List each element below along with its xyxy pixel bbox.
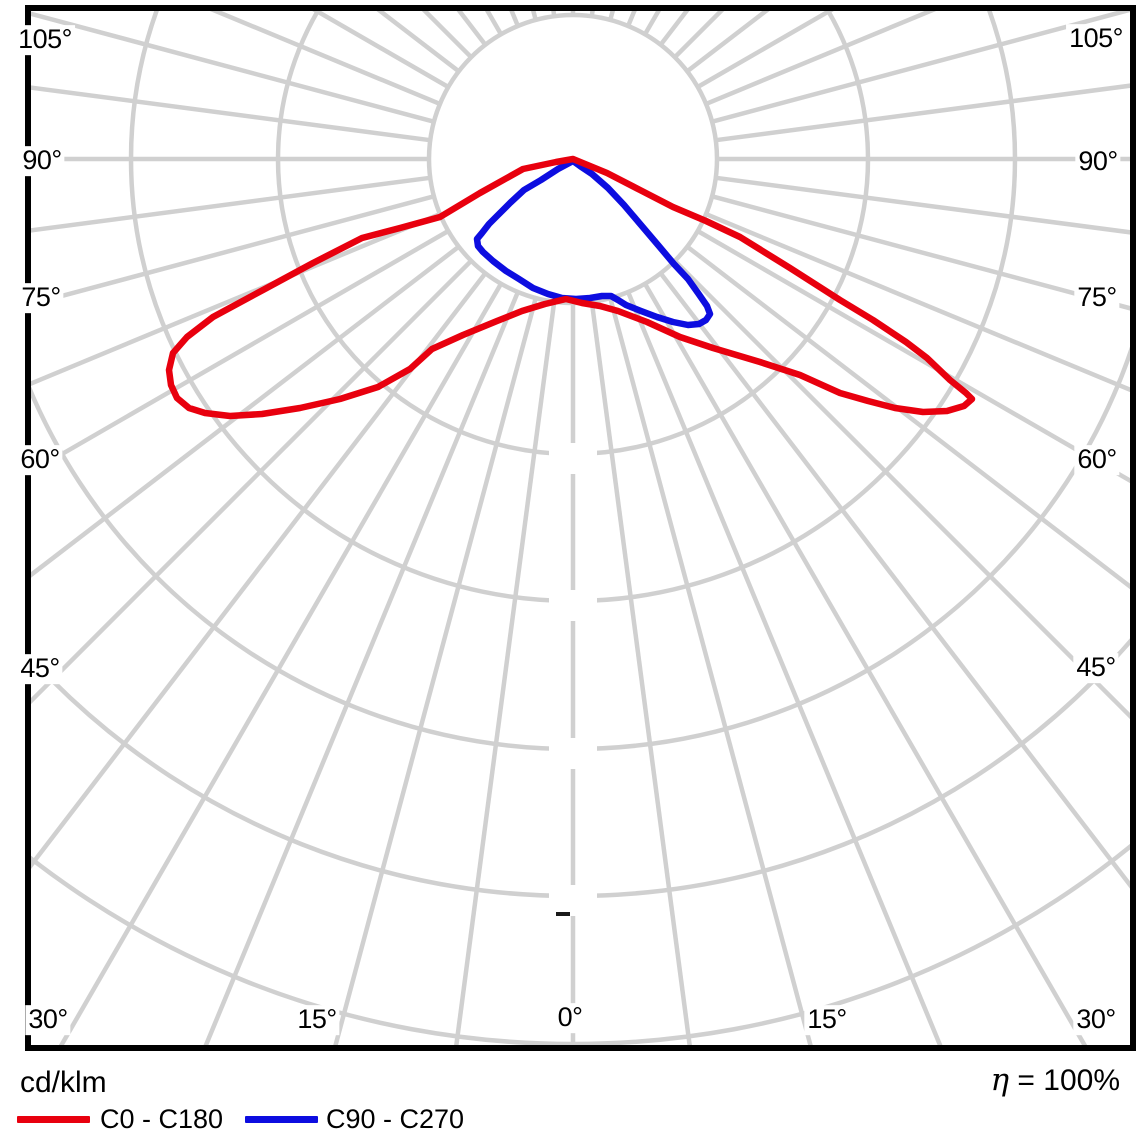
eta-value: = 100% [1017, 1064, 1120, 1097]
plot-border [25, 5, 1136, 1051]
grid-spoke [696, 229, 1130, 484]
c90-c270-curve [473, 157, 714, 329]
grid-spoke [58, 282, 503, 1045]
grid-spoke [31, 212, 441, 386]
grid-spoke [589, 301, 692, 1045]
radial-tick-box [549, 590, 597, 621]
grid-spoke [31, 85, 431, 143]
legend-swatch-c90-c270 [245, 1116, 318, 1123]
radial-tick-box [549, 885, 597, 916]
grid-spoke [31, 194, 435, 307]
grid-spoke [626, 291, 943, 1045]
grid-spoke [608, 297, 813, 1045]
chart-footer: cd/klm C0 - C180 C90 - C270 η = 100% [0, 1052, 1143, 1143]
grid-spoke [31, 271, 488, 870]
grid-spoke [333, 297, 538, 1045]
c0-c180-curve [165, 155, 976, 420]
grid-spoke [715, 83, 1130, 143]
grid-spoke [454, 301, 557, 1045]
radial-tick-box [549, 443, 597, 474]
grid-spoke [31, 244, 461, 578]
grid-spoke [711, 194, 1130, 311]
grid-spoke [31, 229, 450, 475]
grid-spoke [509, 11, 520, 27]
efficiency-label: η = 100% [990, 1062, 1120, 1098]
grid-spoke [203, 291, 520, 1045]
grid-spoke [643, 282, 1088, 1045]
stray-mark [556, 912, 570, 916]
grid-spoke [658, 271, 1130, 889]
grid-spoke [685, 244, 1130, 590]
grid-spoke [705, 11, 937, 106]
grid-spoke [673, 259, 1130, 720]
grid-spoke [31, 259, 473, 705]
eta-symbol: η [990, 1062, 1010, 1098]
legend-label-c90-c270: C90 - C270 [326, 1104, 465, 1134]
grid-spoke [705, 212, 1130, 393]
legend-label-c0-c180: C0 - C180 [100, 1104, 224, 1134]
grid-spoke [715, 175, 1130, 235]
grid-spoke [711, 11, 1130, 124]
grid-spoke [31, 175, 431, 233]
grid-spoke [209, 11, 441, 106]
legend-swatch-c0-c180 [17, 1116, 90, 1123]
radial-tick-box [549, 738, 597, 769]
grid-spoke [626, 11, 637, 27]
unit-label: cd/klm [20, 1066, 107, 1099]
grid-spoke [31, 11, 435, 124]
